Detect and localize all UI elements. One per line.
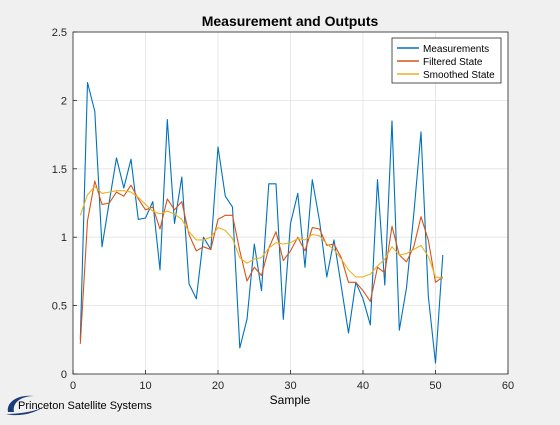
- measurements-line: [79, 82, 444, 364]
- filtered-state-line: [79, 180, 444, 344]
- x-tick-label: 50: [429, 380, 441, 392]
- y-tick-label: 1.5: [52, 164, 67, 176]
- smoothed-state-line: [79, 186, 443, 279]
- legend: Measurements Filtered State Smoothed State: [391, 37, 502, 84]
- swoosh-logo-icon: [6, 395, 42, 416]
- x-tick-label: 20: [212, 380, 224, 392]
- y-tick-label: 2: [61, 95, 67, 107]
- series-layer: [79, 82, 444, 364]
- y-tick-label: 2.5: [52, 27, 67, 39]
- legend-label-measurements: Measurements: [423, 44, 489, 55]
- ticks: 0 10 20 30 40 50 60 0 0.5 1 1.5 2 2.5: [52, 27, 514, 392]
- x-tick-label: 10: [139, 380, 151, 392]
- y-tick-label: 1: [61, 232, 67, 244]
- chart-title: Measurement and Outputs: [202, 13, 379, 29]
- x-tick-label: 30: [284, 380, 296, 392]
- x-tick-label: 60: [502, 380, 514, 392]
- company-name: Princeton Satellite Systems: [18, 400, 152, 412]
- x-tick-label: 40: [357, 380, 369, 392]
- legend-label-smoothed-state: Smoothed State: [423, 70, 495, 81]
- y-tick-label: 0.5: [52, 301, 67, 313]
- y-tick-label: 0: [61, 369, 67, 381]
- company-logo: Princeton Satellite Systems: [4, 390, 154, 418]
- x-axis-label: Sample: [270, 393, 311, 407]
- x-tick-label: 0: [70, 380, 76, 392]
- legend-label-filtered-state: Filtered State: [423, 57, 483, 68]
